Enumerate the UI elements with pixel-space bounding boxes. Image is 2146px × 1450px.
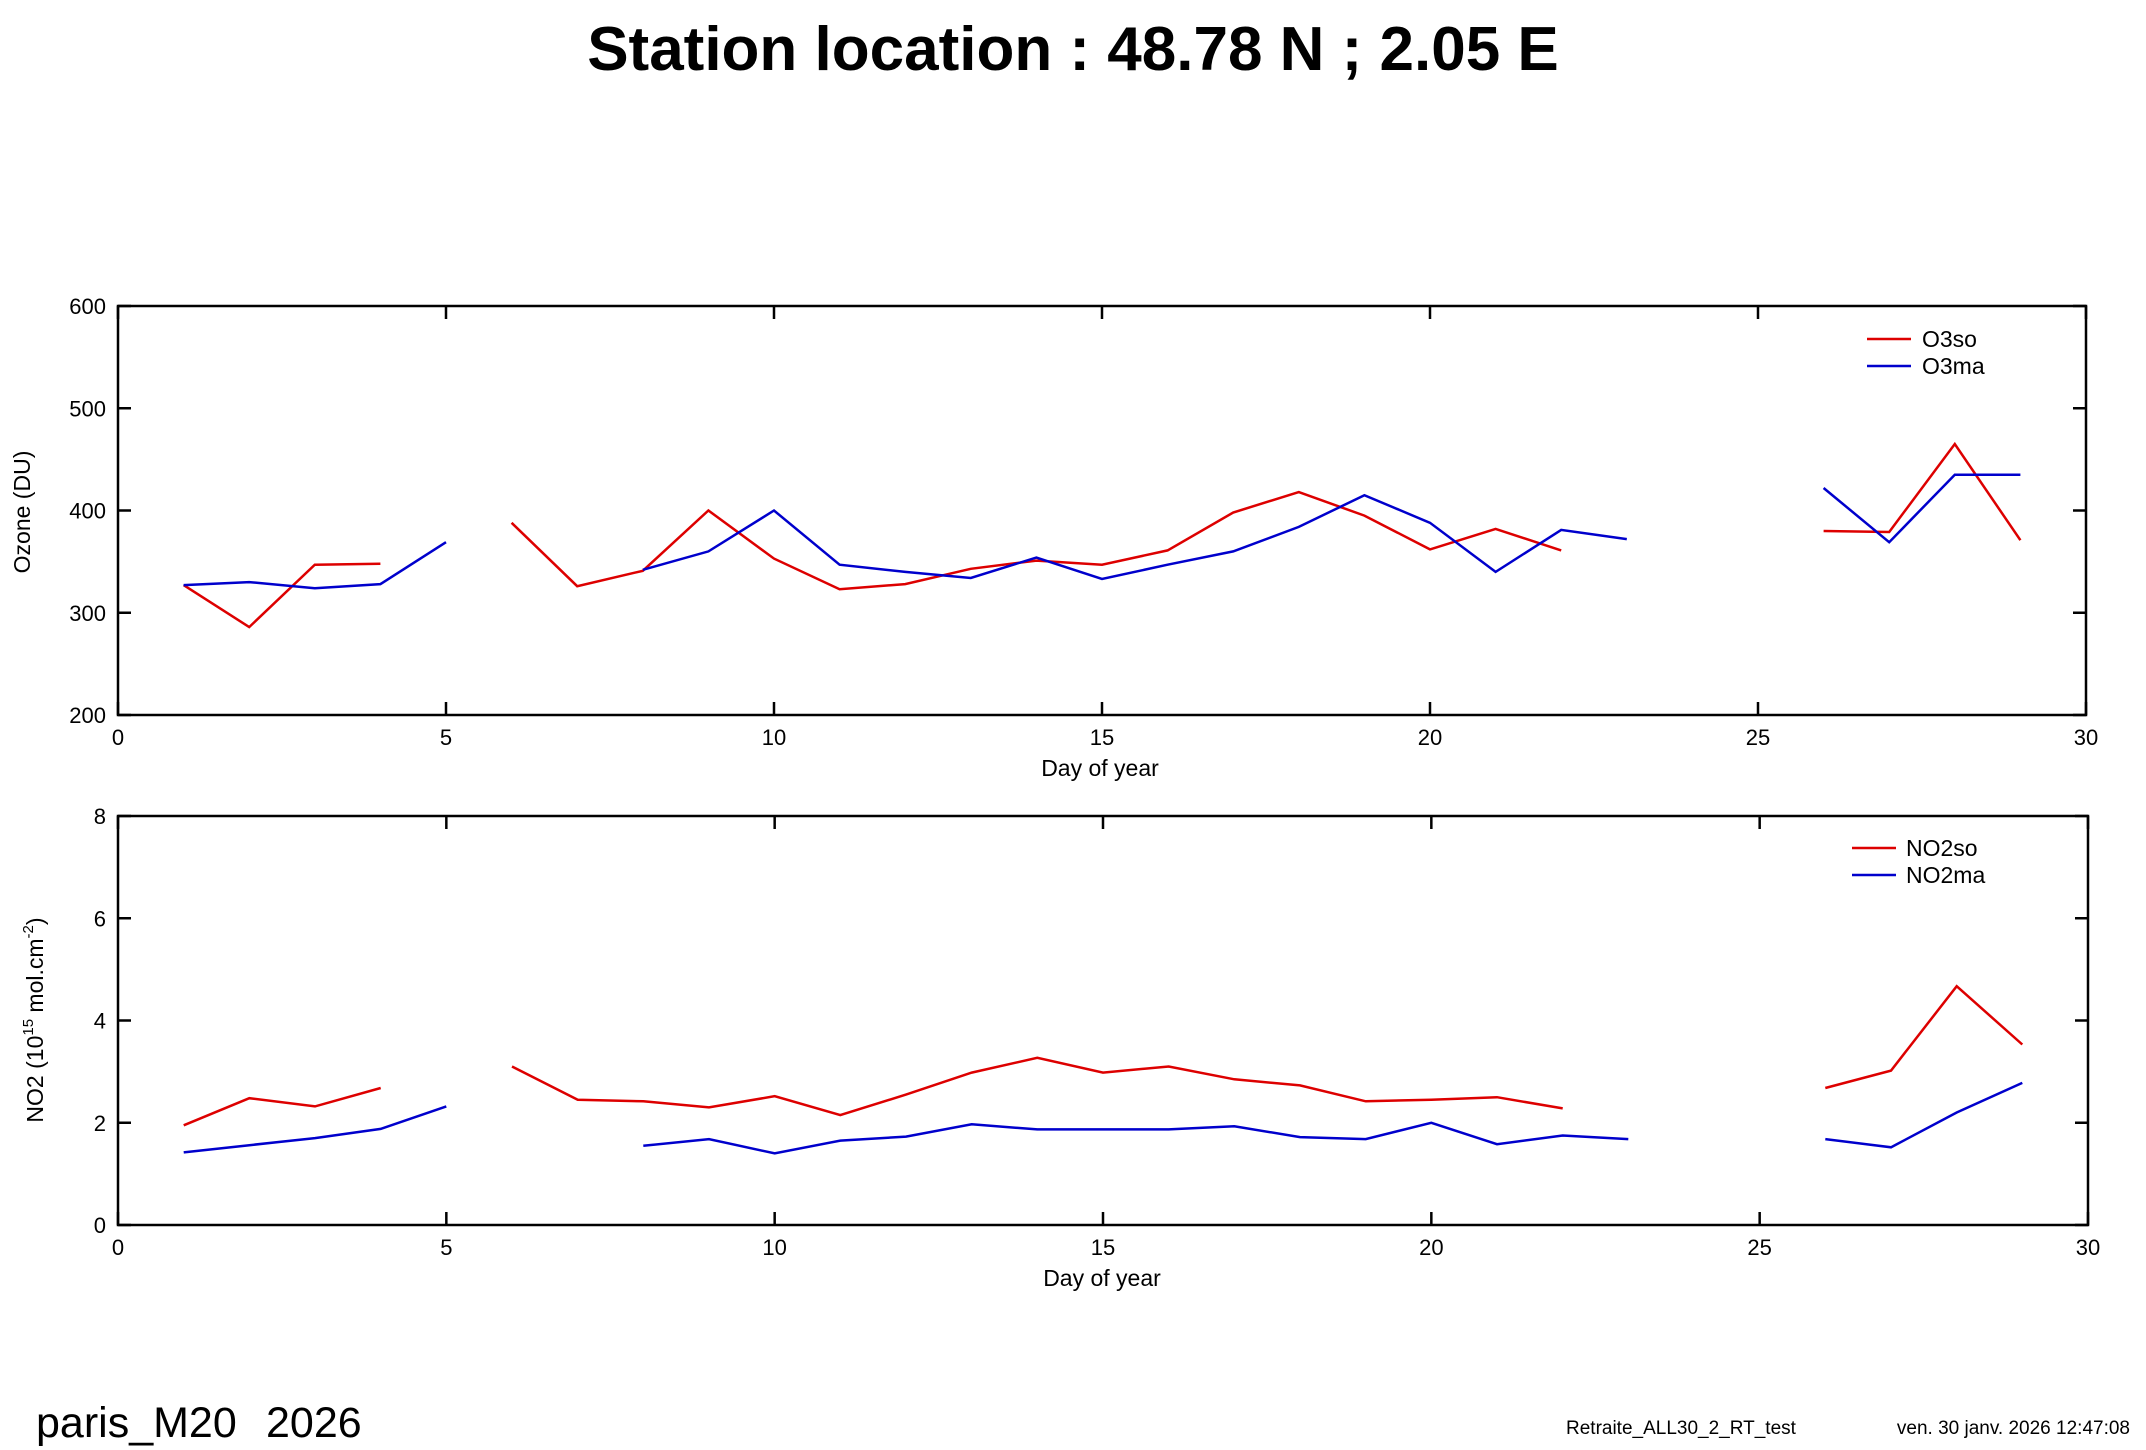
no2-x-axis-label: Day of year <box>1043 1265 1161 1291</box>
series-no2ma-line-segment-3 <box>1825 1081 2023 1149</box>
series-o3ma-line-segment-1 <box>183 541 447 590</box>
no2-x-tick-label: 0 <box>112 1235 124 1260</box>
no2-y-tick-label: 6 <box>94 906 106 931</box>
series-o3ma-line-segment-2 <box>642 493 1627 581</box>
ozone-plot-frame <box>116 304 2088 717</box>
no2-x-tick-label: 20 <box>1419 1235 1443 1260</box>
no2-y-tick-label: 8 <box>94 804 106 829</box>
no2-x-tick-label: 30 <box>2076 1235 2100 1260</box>
series-no2ma-line-segment-1 <box>183 1105 447 1154</box>
ozone-x-tick-label: 5 <box>440 725 452 750</box>
no2-y-label-prefix: NO2 (10 <box>22 1036 48 1123</box>
footer-timestamp: ven. 30 janv. 2026 12:47:08 <box>1897 1418 2130 1439</box>
ozone-y-tick-label: 400 <box>69 499 106 524</box>
footer-station: paris_M20 <box>36 1399 237 1447</box>
ozone-y-tick-label: 600 <box>69 294 106 319</box>
ozone-x-tick-label: 0 <box>112 725 124 750</box>
ozone-x-tick-label: 30 <box>2074 725 2098 750</box>
ozone-x-tick-label: 20 <box>1418 725 1442 750</box>
no2-y-label-exponent: 15 <box>20 1019 37 1036</box>
no2-y-label-suffix: ) <box>22 917 48 925</box>
no2-x-tick-label: 15 <box>1091 1235 1115 1260</box>
series-no2so-line-segment-1 <box>183 1086 382 1127</box>
no2-y-label-middle: mol.cm <box>22 938 48 1019</box>
ozone-x-tick-label: 10 <box>762 725 786 750</box>
ozone-panel: Day of year Ozone (DU) 0 5 10 15 20 25 30 200 30… <box>9 294 2098 781</box>
legend-o3ma-label: O3ma <box>1922 353 1985 379</box>
no2-y-tick-label: 2 <box>94 1111 106 1136</box>
no2-y-tick-label: 0 <box>94 1213 106 1238</box>
no2-y-label-unit-exponent: -2 <box>20 925 37 938</box>
footer-year: 2026 <box>266 1399 362 1447</box>
chart-title: Station location : 48.78 N ; 2.05 E <box>587 15 1559 84</box>
series-no2so-line-segment-3 <box>1824 984 2024 1090</box>
legend-no2so-label: NO2so <box>1906 835 1978 861</box>
series-no2ma-line-segment-2 <box>643 1121 1629 1155</box>
footer-processing: Retraite_ALL30_2_RT_test <box>1566 1418 1797 1439</box>
no2-panel: Day of year NO2 (1015 mol.cm-2) 0 5 10 15 20… <box>20 804 2100 1291</box>
legend-o3so-label: O3so <box>1922 326 1977 352</box>
no2-plot-frame <box>116 814 2090 1227</box>
series-o3so-line-segment-2 <box>510 490 1562 591</box>
series-o3so-line-segment-1 <box>182 562 381 629</box>
ozone-x-tick-label: 15 <box>1090 725 1114 750</box>
ozone-y-tick-label: 500 <box>69 396 106 421</box>
ozone-y-axis-label: Ozone (DU) <box>9 451 35 574</box>
series-no2so-line-segment-2 <box>511 1056 1563 1117</box>
no2-x-tick-label: 10 <box>762 1235 786 1260</box>
no2-y-axis-label: NO2 (1015 mol.cm-2) <box>20 917 48 1122</box>
ozone-x-axis-label: Day of year <box>1041 755 1159 781</box>
series-o3so-line-segment-3 <box>1823 441 2022 541</box>
ozone-y-tick-label: 200 <box>69 703 106 728</box>
ozone-y-tick-label: 300 <box>69 601 106 626</box>
no2-y-tick-label: 4 <box>94 1009 106 1034</box>
no2-x-tick-label: 5 <box>440 1235 452 1260</box>
no2-x-tick-label: 25 <box>1747 1235 1771 1260</box>
series-o3ma-line-segment-3 <box>1822 473 2021 544</box>
legend-no2ma-label: NO2ma <box>1906 862 1985 888</box>
ozone-x-tick-label: 25 <box>1746 725 1770 750</box>
